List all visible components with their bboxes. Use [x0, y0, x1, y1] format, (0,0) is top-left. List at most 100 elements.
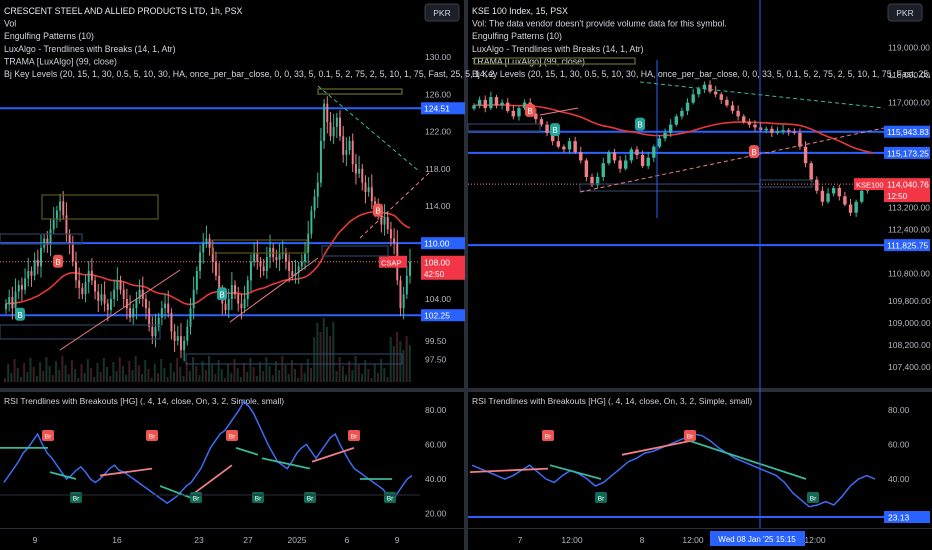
- candle-body: [854, 201, 858, 213]
- volume-bar: [284, 365, 287, 382]
- volume-bar: [55, 361, 57, 382]
- currency-label[interactable]: PKR: [896, 8, 913, 18]
- candle-body: [348, 140, 351, 151]
- currency-button[interactable]: [887, 3, 923, 22]
- symbol-tag: [854, 178, 884, 191]
- candle-body: [109, 298, 112, 311]
- price-axis-label: 130.00: [425, 52, 451, 62]
- bearish-engulfing-marker: [525, 103, 535, 117]
- rsi-break-label: Br: [687, 434, 694, 441]
- rsi-break-label: Br: [387, 496, 394, 503]
- trama-line: [5, 211, 411, 306]
- volume-bar: [243, 363, 246, 382]
- key-level-price-label: 124.51: [424, 104, 450, 114]
- candle-body: [792, 131, 797, 133]
- rsi-break-marker: [226, 430, 238, 441]
- right-osc-divider[interactable]: [468, 388, 932, 392]
- candle-body: [489, 97, 493, 109]
- rsi-trendline: [99, 467, 153, 477]
- key-level-price-tag: [421, 309, 465, 322]
- candle-body: [607, 152, 611, 164]
- candle-body: [803, 146, 808, 164]
- rsi-break-label: Br: [545, 434, 552, 441]
- time-axis-label: 12:00: [561, 535, 583, 545]
- price-axis-label: 117,000.00: [888, 98, 930, 108]
- candle-body: [100, 294, 103, 301]
- candle-body: [27, 271, 30, 279]
- candle-body: [62, 201, 65, 216]
- candle-body: [691, 94, 695, 103]
- bearish-engulfing-marker: [373, 203, 383, 217]
- candle-body: [522, 102, 527, 109]
- candle-body: [351, 140, 354, 165]
- volume-bar: [201, 361, 204, 382]
- volume-bar: [90, 368, 93, 382]
- volume-bar: [128, 361, 131, 382]
- candle-body: [567, 141, 572, 150]
- volume-bar: [169, 363, 172, 382]
- volume-bar: [144, 360, 147, 382]
- candle-body: [284, 252, 287, 262]
- currency-button[interactable]: [424, 3, 460, 22]
- volume-bar: [376, 373, 379, 382]
- candle-body: [601, 163, 605, 177]
- volume-bar: [198, 375, 201, 382]
- volume-bar: [137, 365, 140, 382]
- candle-body: [65, 215, 68, 234]
- rsi-line: [471, 433, 876, 508]
- bullish-engulfing-marker: [550, 123, 560, 137]
- candle-body: [815, 179, 819, 191]
- volume-bar: [109, 376, 112, 382]
- candle-body: [170, 312, 173, 332]
- currency-label[interactable]: PKR: [433, 8, 450, 18]
- volume-bar: [160, 359, 163, 382]
- bullish-marker-letter: B: [637, 121, 642, 130]
- candle-body: [635, 149, 639, 155]
- candle-body: [144, 298, 147, 309]
- volume-bar: [300, 364, 303, 382]
- volume-bar: [233, 359, 236, 382]
- key-level-price-tag: [421, 102, 465, 115]
- candle-body: [256, 252, 259, 262]
- candle-body: [167, 303, 170, 313]
- candle-body: [179, 336, 182, 351]
- key-level-price-tag: [421, 237, 465, 250]
- candle-body: [657, 138, 662, 147]
- volume-bar: [399, 341, 402, 382]
- candle-body: [590, 176, 594, 186]
- volume-bar: [364, 360, 367, 382]
- symbol-name: KSE100: [856, 181, 884, 190]
- volume-bar: [405, 336, 408, 382]
- pattern-box: [0, 233, 83, 245]
- pane-divider[interactable]: [464, 0, 468, 550]
- candle-body: [472, 105, 476, 109]
- rsi-trendline: [689, 440, 807, 480]
- symbol-name: CSAP: [381, 258, 401, 267]
- rsi-break-label: Br: [229, 434, 236, 441]
- volume-bar: [310, 368, 312, 382]
- oscillator-title: RSI Trendlines with Breakouts [HG] (, 4,…: [4, 396, 284, 406]
- volume-bar: [396, 332, 399, 382]
- volume-bar: [351, 370, 354, 382]
- candle-body: [374, 201, 376, 206]
- candle-body: [33, 259, 36, 276]
- candle-body: [680, 110, 684, 117]
- candle-body: [30, 271, 33, 276]
- key-level-price-tag: [884, 125, 930, 138]
- volume-bar: [131, 370, 134, 382]
- volume-bar: [303, 373, 306, 382]
- volume-bar: [96, 363, 99, 382]
- time-axis-label: 9: [395, 535, 400, 545]
- bar-countdown: 42:50: [424, 270, 445, 279]
- candle-body: [78, 280, 81, 288]
- last-price-tag: [884, 178, 930, 203]
- left-osc-divider[interactable]: [0, 388, 464, 392]
- trendline-dashed: [579, 127, 885, 193]
- volume-bar: [373, 364, 376, 382]
- volume-bar: [26, 372, 29, 382]
- candle-body: [202, 243, 205, 253]
- candle-body: [157, 317, 160, 327]
- candle-body: [781, 130, 785, 132]
- candle-body: [278, 254, 281, 260]
- candle-body: [173, 331, 176, 341]
